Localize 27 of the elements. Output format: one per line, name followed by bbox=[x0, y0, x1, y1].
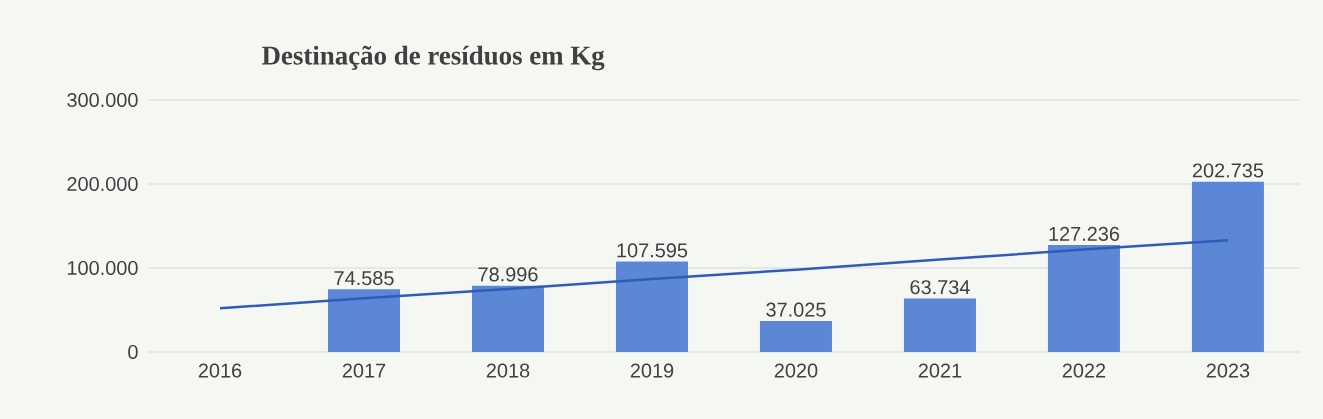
bar bbox=[903, 298, 976, 352]
y-tick-label: 300.000 bbox=[67, 92, 138, 108]
data-label: 63.734 bbox=[910, 280, 970, 295]
data-label: 37.025 bbox=[766, 302, 826, 317]
data-label: 107.595 bbox=[617, 243, 688, 258]
bar bbox=[471, 285, 544, 352]
data-label: 202.735 bbox=[1192, 163, 1264, 178]
x-tick-label: 2023 bbox=[1206, 363, 1250, 378]
y-tick-label: 100.000 bbox=[67, 260, 138, 276]
y-tick-label: 0 bbox=[128, 344, 138, 360]
bar bbox=[759, 320, 832, 352]
bar bbox=[327, 289, 400, 352]
bar bbox=[1047, 245, 1120, 352]
y-tick-label: 200.000 bbox=[67, 176, 138, 192]
x-tick-label: 2019 bbox=[630, 363, 674, 378]
data-label: 127.236 bbox=[1049, 226, 1120, 241]
data-label: 78.996 bbox=[478, 267, 538, 282]
x-tick-label: 2020 bbox=[774, 363, 818, 378]
bar bbox=[1191, 181, 1264, 352]
x-tick-label: 2021 bbox=[918, 363, 962, 378]
x-tick-label: 2017 bbox=[342, 363, 386, 378]
x-tick-label: 2022 bbox=[1062, 363, 1106, 378]
x-tick-label: 2016 bbox=[198, 363, 242, 378]
chart-title: Destinação de resíduos em Kg bbox=[261, 45, 605, 71]
bar bbox=[615, 261, 688, 352]
x-tick-label: 2018 bbox=[486, 363, 530, 378]
data-label: 74.585 bbox=[334, 271, 394, 286]
